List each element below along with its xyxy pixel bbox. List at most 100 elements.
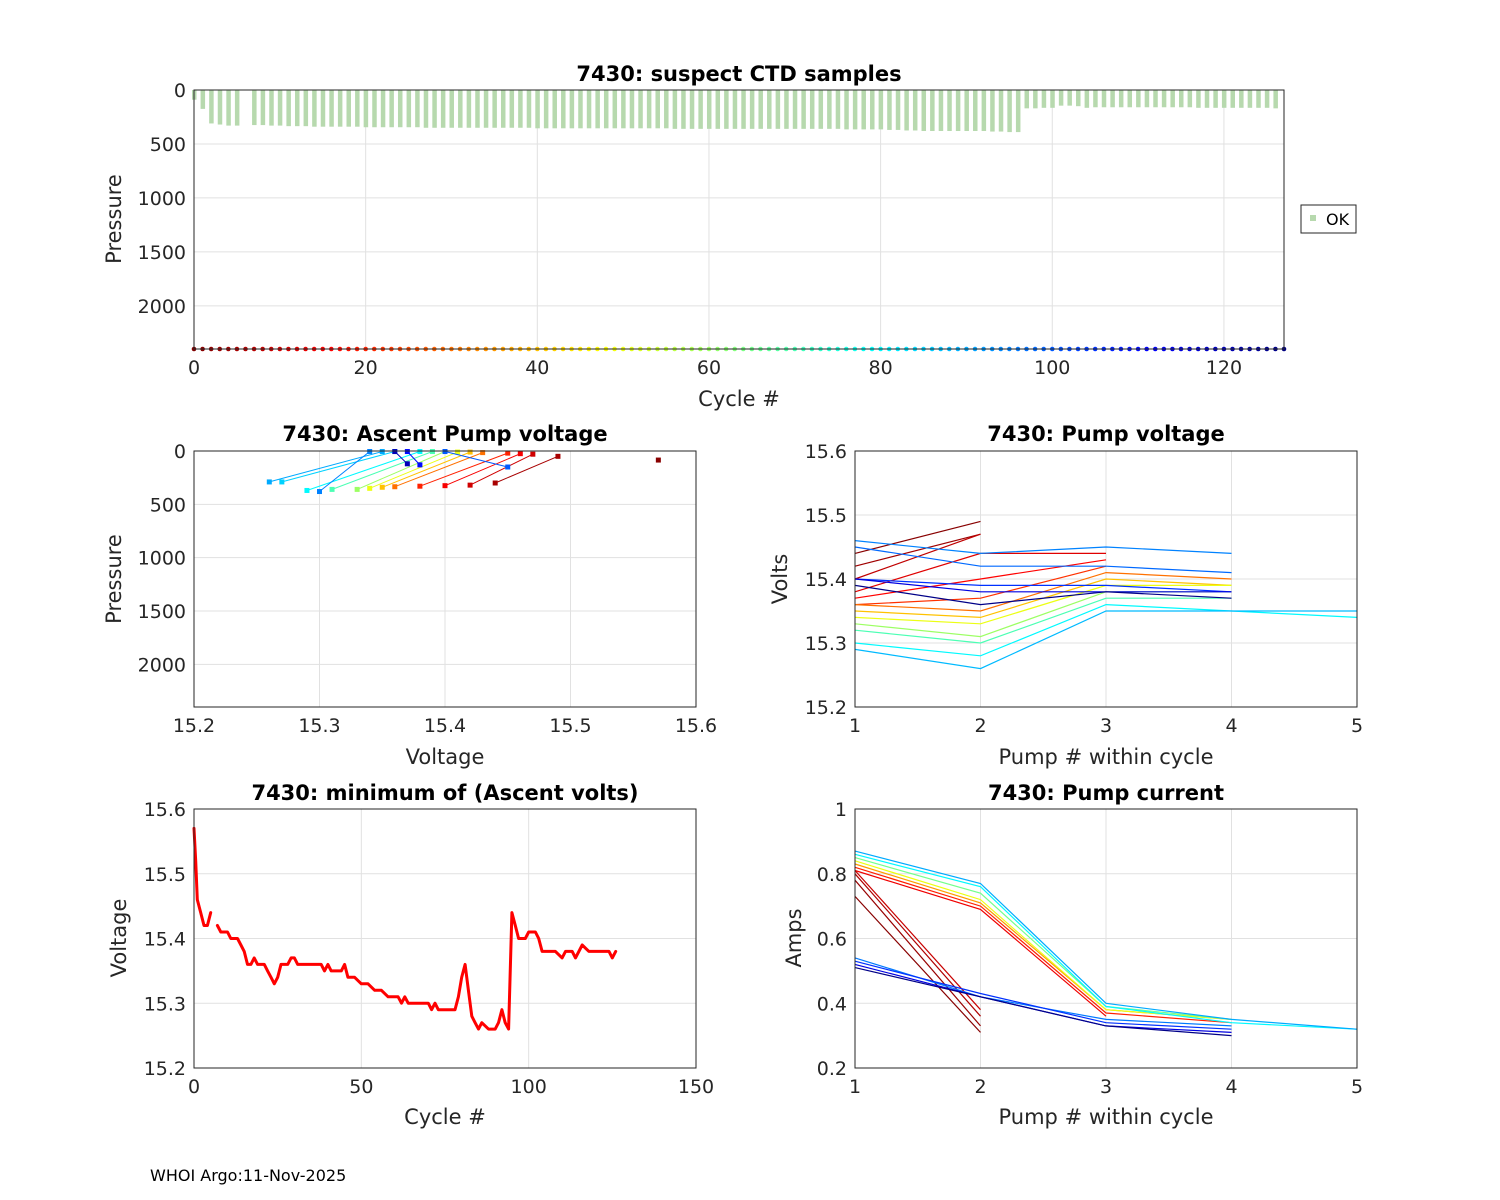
pumpv-xtick-label: 5	[1351, 715, 1363, 737]
pumpv-xtick-label: 1	[849, 715, 861, 737]
ctd-ytick-label: 2000	[138, 296, 186, 318]
minv-ytick-label: 15.2	[144, 1058, 186, 1080]
ctd-sample-bar	[1204, 90, 1210, 108]
ascent-point	[442, 483, 448, 489]
minv-xtick-label: 100	[511, 1076, 547, 1098]
ctd-sample-bar	[346, 90, 351, 127]
ctd-sample-bar	[1041, 90, 1047, 108]
ctd-sample-bar	[1273, 90, 1278, 109]
ascent-point	[329, 486, 335, 492]
ctd-sample-bar	[904, 90, 909, 131]
ctd-sample-bar	[921, 90, 927, 132]
ctd-sample-bar	[612, 90, 618, 129]
ctd-sample-bar	[715, 90, 721, 129]
ascent-series-line	[495, 455, 559, 484]
ascent-series-line	[469, 453, 534, 486]
ascent-series-line	[331, 451, 433, 490]
pumpv-series-line	[854, 546, 1232, 574]
ctd-sample-bar	[998, 90, 1004, 132]
pumpc-ytick-label: 0.6	[817, 929, 847, 951]
pumpc-xtick-label: 5	[1351, 1076, 1363, 1098]
ascent-series-line	[281, 451, 395, 483]
ctd-sample-bar	[1264, 90, 1270, 108]
minv-ytick-label: 15.5	[144, 864, 186, 886]
ctd-sample-bar	[646, 90, 652, 129]
ctd-sample-bar	[990, 90, 995, 132]
ctd-sample-bar	[363, 90, 369, 128]
ctd-sample-bar	[784, 90, 789, 129]
ascent-xtick-label: 15.2	[173, 715, 215, 737]
ctd-sample-bar	[535, 90, 540, 129]
ctd-legend-swatch	[1310, 215, 1316, 221]
minv-xlabel: Cycle #	[404, 1105, 486, 1129]
ctd-sample-bar	[698, 90, 703, 129]
ctd-xtick-label: 120	[1206, 357, 1242, 379]
panel-ascent: 15.2 15.3 15.4 15.5 15.6 0 500 1000 1500 2000 743…	[102, 422, 717, 769]
ascent-series-line	[419, 452, 508, 487]
ctd-sample-bar	[458, 90, 463, 128]
pumpv-series-line	[854, 610, 1357, 670]
pumpc-series-line	[854, 850, 1358, 1030]
ctd-sample-bar	[1136, 90, 1141, 108]
ctd-sample-bar	[930, 90, 935, 132]
ascent-point	[367, 485, 373, 491]
ctd-sample-bar	[449, 90, 454, 128]
minv-ytick-label: 15.6	[144, 799, 186, 821]
ctd-sample-bar	[1101, 90, 1107, 108]
pumpc-series-line	[854, 869, 1107, 1017]
pumpv-ylabel: Volts	[768, 554, 792, 605]
ascent-point	[404, 449, 410, 455]
minv-xtick-label: 0	[188, 1076, 200, 1098]
pumpv-series-line	[854, 603, 1358, 657]
ascent-point	[467, 449, 473, 455]
ctd-sample-bar	[423, 90, 429, 128]
ctd-sample-bar	[1024, 90, 1030, 109]
ascent-series-line	[394, 452, 483, 488]
ctd-sample-bar	[603, 90, 609, 129]
ctd-axes-box	[193, 89, 1285, 350]
ctd-sample-bar	[664, 90, 669, 129]
ascent-point	[492, 480, 498, 486]
pumpv-series-line	[854, 565, 1107, 606]
ascent-xtick-label: 15.5	[549, 715, 591, 737]
ctd-sample-bar	[912, 90, 918, 131]
ctd-sample-bar	[252, 90, 257, 126]
ctd-xtick-label: 40	[525, 357, 549, 379]
ascent-point	[367, 449, 373, 455]
ctd-sample-bar	[844, 90, 849, 130]
ctd-sample-bar	[312, 90, 317, 127]
pumpc-ylabel: Amps	[782, 908, 806, 967]
ctd-sample-bar	[355, 90, 360, 127]
ctd-sample-bar	[1196, 90, 1201, 108]
ctd-sample-bar	[629, 90, 635, 129]
minv-title: 7430: minimum of (Ascent volts)	[251, 781, 638, 805]
ctd-xtick-label: 60	[697, 357, 721, 379]
pumpv-series-line	[854, 584, 1232, 625]
pumpc-series-line	[854, 857, 1232, 1020]
ctd-sample-bar	[260, 90, 266, 126]
ascent-point	[404, 461, 410, 467]
ctd-ytick-label: 0	[174, 80, 186, 102]
ctd-sample-bar	[681, 90, 686, 129]
ctd-sample-bar	[818, 90, 824, 129]
ctd-sample-bar	[1015, 90, 1021, 133]
ctd-sample-bar	[809, 90, 815, 129]
pumpv-ytick-label: 15.5	[805, 505, 847, 527]
ctd-sample-bar	[792, 90, 798, 129]
ctd-sample-bar	[706, 90, 712, 129]
ctd-sample-bar	[1230, 90, 1236, 108]
ctd-sample-bar	[1213, 90, 1218, 108]
ctd-sample-bar	[234, 90, 240, 126]
ctd-sample-bar	[294, 90, 300, 127]
pumpv-ytick-label: 15.3	[805, 633, 847, 655]
ctd-sample-bar	[689, 90, 695, 129]
ctd-xtick-label: 20	[354, 357, 378, 379]
ascent-point	[480, 450, 486, 456]
minv-xtick-label: 50	[349, 1076, 373, 1098]
ctd-xlabel: Cycle #	[698, 387, 780, 411]
ascent-xtick-label: 15.4	[424, 715, 466, 737]
ctd-sample-bar	[432, 90, 437, 128]
pumpv-ytick-label: 15.4	[805, 569, 847, 591]
ctd-sample-bar	[1144, 90, 1150, 108]
ascent-point	[429, 449, 435, 455]
